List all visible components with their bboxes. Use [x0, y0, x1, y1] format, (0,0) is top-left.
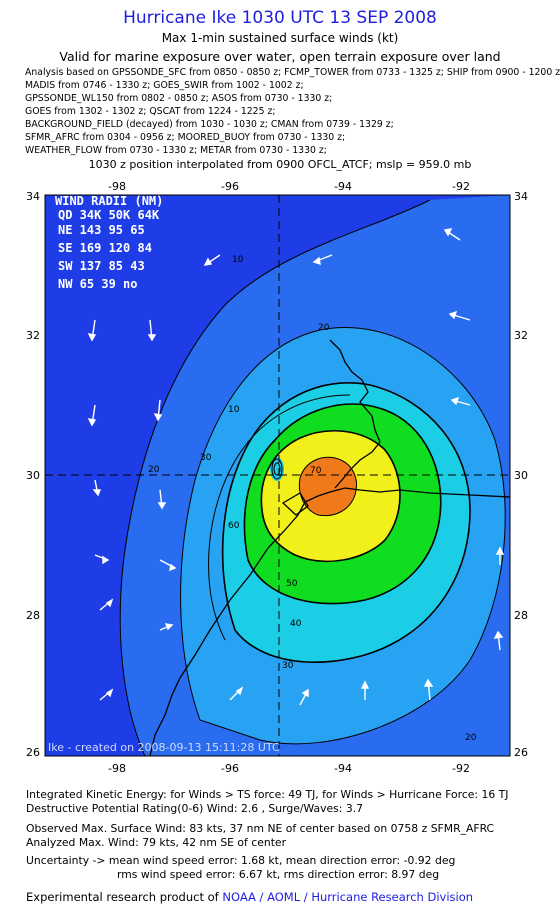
- lat-tick-right: 26: [514, 746, 528, 759]
- interpolation-note: 1030 z position interpolated from 0900 O…: [88, 158, 472, 171]
- lon-tick-top: -92: [452, 180, 470, 193]
- contour-label: 40: [290, 619, 302, 629]
- subtitle-units: Max 1-min sustained surface winds (kt): [161, 31, 399, 45]
- lat-tick-left: 32: [26, 329, 40, 342]
- lon-tick-bottom: -98: [108, 762, 126, 775]
- source-line: GOES from 1302 - 1302 z; QSCAT from 1224…: [25, 106, 276, 117]
- page-title: Hurricane Ike 1030 UTC 13 SEP 2008: [123, 8, 437, 28]
- source-line: GPSSONDE_WL150 from 0802 - 0850 z; ASOS …: [25, 93, 333, 104]
- lat-tick-left: 30: [26, 469, 40, 482]
- dpr-summary: Destructive Potential Rating(0-6) Wind: …: [26, 802, 364, 815]
- hrd-link[interactable]: NOAA / AOML / Hurricane Research Divisio…: [222, 890, 474, 904]
- contour-label: 10: [232, 255, 244, 265]
- isotach-lines: [119, 199, 506, 756]
- lat-tick-right: 28: [514, 609, 528, 622]
- ike-summary: Integrated Kinetic Energy: for Winds > T…: [26, 788, 509, 801]
- wind-band-70: [299, 457, 357, 516]
- source-line: SFMR_AFRC from 0304 - 0956 z; MOORED_BUO…: [25, 132, 346, 143]
- contour-label: 10: [228, 405, 240, 415]
- contour-label: 20: [465, 733, 477, 743]
- lon-tick-top: -94: [334, 180, 352, 193]
- coastline: [149, 339, 510, 756]
- map-credit: Ike - created on 2008-09-13 15:11:28 UTC: [48, 741, 280, 754]
- analyzed-max: Analyzed Max. Wind: 79 kts, 42 nm SE of …: [26, 836, 287, 849]
- contour-label: 70: [310, 466, 322, 476]
- lat-tick-right: 34: [514, 190, 528, 203]
- product-prefix: Experimental research product of: [26, 890, 223, 904]
- wind-radii-row: SW 137 85 43: [58, 259, 145, 273]
- lon-tick-top: -98: [108, 180, 126, 193]
- contour-label: 60: [228, 521, 240, 531]
- wind-radii-header: QD 34K 50K 64K: [58, 208, 160, 222]
- uncertainty-mean: Uncertainty -> mean wind speed error: 1.…: [26, 854, 456, 867]
- contour-label: 50: [286, 579, 298, 589]
- product-credit: Experimental research product of NOAA / …: [26, 890, 473, 904]
- lon-tick-bottom: -94: [334, 762, 352, 775]
- contour-label: 20: [148, 465, 160, 475]
- subtitle-exposure: Valid for marine exposure over water, op…: [59, 49, 501, 64]
- contour-label: 20: [318, 323, 330, 333]
- lat-tick-left: 34: [26, 190, 40, 203]
- contour-label: 30: [200, 453, 212, 463]
- wind-vectors: [87, 228, 505, 706]
- lon-tick-bottom: -96: [221, 762, 239, 775]
- wind-radii-row: NE 143 95 65: [58, 223, 145, 237]
- observed-max: Observed Max. Surface Wind: 83 kts, 37 n…: [26, 822, 495, 835]
- lat-tick-right: 32: [514, 329, 528, 342]
- lat-tick-right: 30: [514, 469, 528, 482]
- lat-tick-left: 26: [26, 746, 40, 759]
- contour-labels: 10 20 30 40 50 60 70 30 20 20 10: [148, 255, 477, 743]
- wind-radii-row: SE 169 120 84: [58, 241, 152, 255]
- wind-analysis-map: 10 20 30 40 50 60 70 30 20 20 10 WIND RA…: [26, 180, 528, 775]
- wind-radii-title: WIND RADII (NM): [55, 194, 163, 208]
- wind-radii-row: NW 65 39 no: [58, 277, 137, 291]
- wind-radii-table: WIND RADII (NM) QD 34K 50K 64K NE 143 95…: [55, 194, 163, 291]
- uncertainty-rms: rms wind speed error: 6.67 kt, rms direc…: [117, 868, 440, 881]
- lat-tick-left: 28: [26, 609, 40, 622]
- lon-tick-top: -96: [221, 180, 239, 193]
- source-line: MADIS from 0746 - 1330 z; GOES_SWIR from…: [25, 80, 304, 91]
- axis-ticks: -98 -96 -94 -92 -98 -96 -94 -92 34 32 30…: [26, 180, 528, 775]
- lon-tick-bottom: -92: [452, 762, 470, 775]
- source-line: BACKGROUND_FIELD (decayed) from 1030 - 1…: [25, 119, 394, 130]
- map-frame: [44, 194, 511, 757]
- source-line: WEATHER_FLOW from 0730 - 1330 z; METAR f…: [25, 145, 327, 156]
- wind-field: 10 20 30 40 50 60 70 30 20 20 10 WIND RA…: [45, 194, 510, 756]
- contour-label: 30: [282, 661, 294, 671]
- source-line: Analysis based on GPSSONDE_SFC from 0850…: [25, 67, 560, 78]
